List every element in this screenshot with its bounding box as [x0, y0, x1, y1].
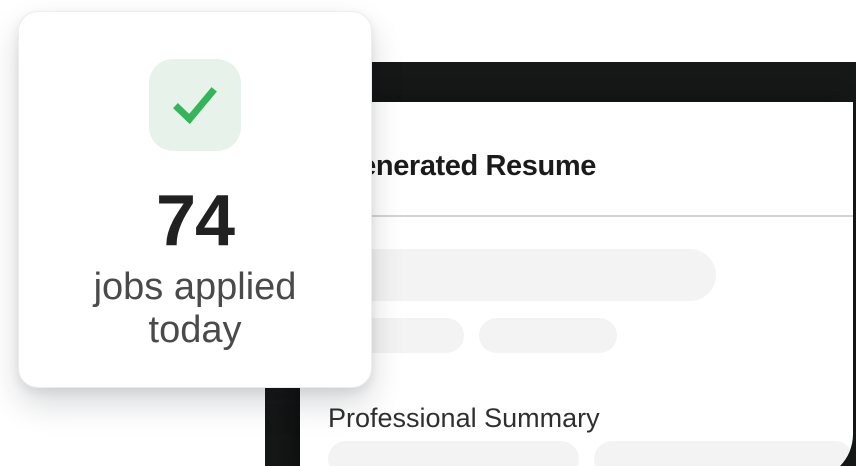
skeleton-bar-row — [328, 318, 853, 353]
professional-summary-title: Professional Summary — [328, 403, 600, 433]
check-badge — [149, 59, 241, 151]
jobs-applied-count: 74 — [155, 181, 235, 261]
generated-resume-panel: Generated Resume Professional Summary — [300, 102, 853, 466]
skeleton-bar-large — [328, 249, 716, 301]
header-divider — [300, 215, 853, 217]
jobs-applied-label: jobs applied today — [93, 266, 297, 351]
jobs-applied-stat-card: 74 jobs applied today — [18, 11, 372, 388]
skeleton-bar-small — [328, 441, 580, 466]
resume-panel-title: Generated Resume — [338, 150, 596, 182]
skeleton-bar-small — [594, 441, 853, 466]
skeleton-bar-small — [479, 318, 617, 353]
skeleton-bar-row — [328, 441, 853, 466]
check-icon — [173, 86, 217, 124]
